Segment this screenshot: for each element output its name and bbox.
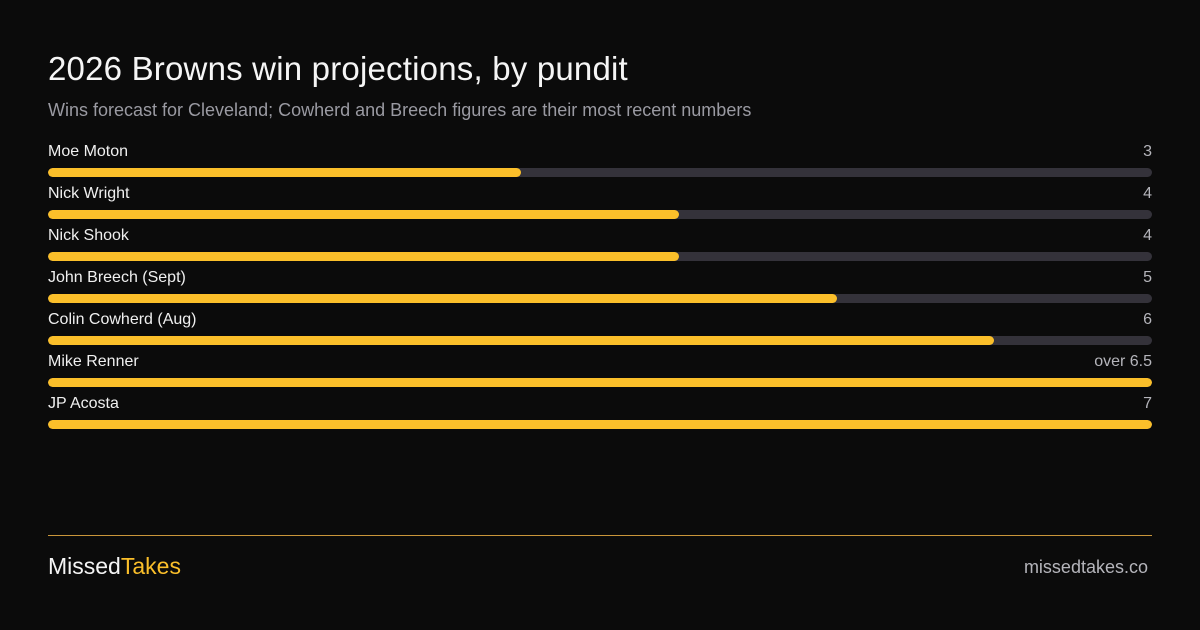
bar-value-label: 7 — [1143, 395, 1152, 412]
chart-subtitle: Wins forecast for Cleveland; Cowherd and… — [48, 100, 752, 120]
bar-label: John Breech (Sept) — [48, 269, 186, 286]
bar-track — [48, 210, 1152, 219]
bar — [48, 168, 522, 177]
brand-name-part1: Missed — [48, 553, 121, 579]
bar-value-label: 5 — [1143, 269, 1152, 286]
bar — [48, 336, 995, 345]
bar-label: Mike Renner — [48, 353, 139, 370]
bar-track — [48, 294, 1152, 303]
bar-value-label: over 6.5 — [1094, 353, 1152, 370]
bar — [48, 378, 1152, 387]
bar-track — [48, 378, 1152, 387]
bar — [48, 252, 679, 261]
chart-title: 2026 Browns win projections, by pundit — [48, 50, 628, 87]
bar-value-label: 4 — [1143, 185, 1152, 202]
bar-row: Nick Shook 4 — [48, 227, 1152, 269]
bar — [48, 294, 837, 303]
bar-track — [48, 336, 1152, 345]
bar — [48, 210, 679, 219]
bar-row: Mike Renner over 6.5 — [48, 353, 1152, 395]
bar-row: JP Acosta 7 — [48, 395, 1152, 437]
bar-track — [48, 168, 1152, 177]
bar-value-label: 4 — [1143, 227, 1152, 244]
bar-row: Nick Wright 4 — [48, 185, 1152, 227]
site-url: missedtakes.co — [1023, 557, 1148, 577]
bar-label: Nick Shook — [48, 227, 129, 244]
bar-value-label: 3 — [1143, 143, 1152, 160]
bar-value-label: 6 — [1143, 311, 1152, 328]
brand-name-part2: Takes — [120, 553, 181, 579]
bar-track — [48, 252, 1152, 261]
bar-track — [48, 420, 1152, 429]
brand-logo: MissedTakes — [48, 553, 181, 580]
bar-rows: Moe Moton 3 Nick Wright 4 Nick Shook 4 John Br… — [48, 143, 1152, 437]
bar-label: JP Acosta — [48, 395, 119, 412]
bar — [48, 420, 1152, 429]
bar-row: Moe Moton 3 — [48, 143, 1152, 185]
footer-divider — [48, 535, 1152, 536]
bar-label: Nick Wright — [48, 185, 130, 202]
bar-label: Moe Moton — [48, 143, 129, 160]
bar-row: John Breech (Sept) 5 — [48, 269, 1152, 311]
bar-label: Colin Cowherd (Aug) — [48, 311, 197, 328]
bar-row: Colin Cowherd (Aug) 6 — [48, 311, 1152, 353]
